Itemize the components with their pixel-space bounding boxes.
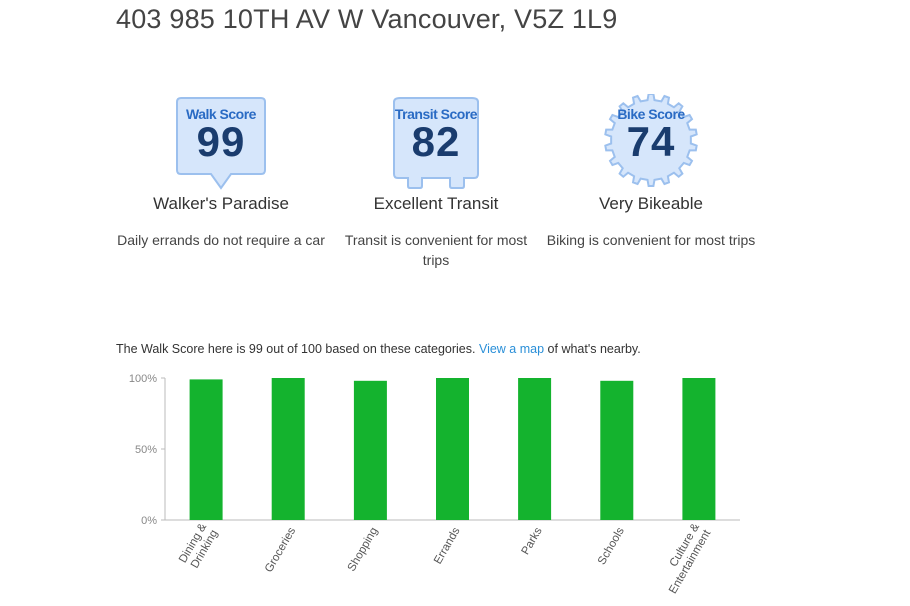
x-tick-label: Shopping [346, 526, 381, 574]
bike-score-value: 74 [626, 118, 676, 165]
transit-score-card: Transit Score 82 Excellent Transit Trans… [331, 94, 541, 270]
page-title: 403 985 10TH AV W Vancouver, V5Z 1L9 [116, 4, 618, 34]
bike-score-badge-title: Bike Score [617, 106, 685, 122]
walk-score-value: 99 [196, 118, 246, 165]
walk-score-card: Walk Score 99 Walker's Paradise Daily er… [116, 94, 326, 250]
bike-score-label: Very Bikeable [599, 194, 703, 213]
bus-icon [393, 97, 479, 189]
x-tick-label: Dining &Drinking [177, 521, 221, 571]
chart-intro-text: The Walk Score here is 99 out of 100 bas… [116, 342, 476, 356]
x-tick-label: Errands [432, 525, 463, 566]
gear-icon [604, 94, 698, 187]
walk-score-badge-icon [176, 97, 266, 190]
bar-errands [436, 378, 469, 520]
chart-intro-suffix: of what's nearby. [547, 342, 641, 356]
bar-shopping [353, 380, 387, 520]
transit-score-badge-title: Transit Score [394, 106, 478, 122]
y-tick-label: 100% [129, 373, 157, 385]
bike-score-detail: Biking is convenient for most trips [546, 232, 756, 248]
walk-score-category-chart: 0% 50% 100% Dining &Drinking Groceries Shoppi… [129, 373, 740, 596]
walk-score-badge-title: Walk Score [186, 106, 256, 122]
bike-score-card: Bike Score 74 Very Bikeable Biking is co… [546, 94, 756, 250]
bar-parks [518, 378, 552, 520]
bar-groceries [271, 378, 305, 520]
x-tick-label: Parks [520, 525, 545, 557]
y-tick-label: 50% [135, 444, 157, 456]
x-tick-label: Culture &Entertainment [656, 521, 714, 596]
walk-score-label: Walker's Paradise [153, 194, 289, 213]
transit-score-label: Excellent Transit [373, 194, 499, 213]
chart-intro: The Walk Score here is 99 out of 100 bas… [116, 342, 641, 356]
transit-score-badge: Transit Score 82 [376, 94, 496, 190]
bar-culture-entertainment [682, 378, 716, 520]
walk-score-badge: Walk Score 99 [161, 94, 281, 190]
transit-score-detail: Transit is convenient for most trips [344, 232, 528, 268]
transit-score-value: 82 [411, 118, 461, 165]
y-tick-label: 0% [141, 515, 157, 527]
x-tick-label: Groceries [263, 525, 298, 574]
view-map-link[interactable]: View a map [478, 342, 545, 356]
x-tick-label: Schools [596, 525, 627, 567]
bike-score-badge: Bike Score 74 [591, 94, 711, 190]
bar-schools [600, 380, 634, 520]
bar-dining-drinking [189, 379, 223, 520]
walk-score-detail: Daily errands do not require a car [117, 232, 325, 248]
